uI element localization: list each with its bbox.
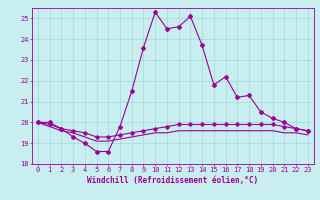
X-axis label: Windchill (Refroidissement éolien,°C): Windchill (Refroidissement éolien,°C) [87, 176, 258, 185]
